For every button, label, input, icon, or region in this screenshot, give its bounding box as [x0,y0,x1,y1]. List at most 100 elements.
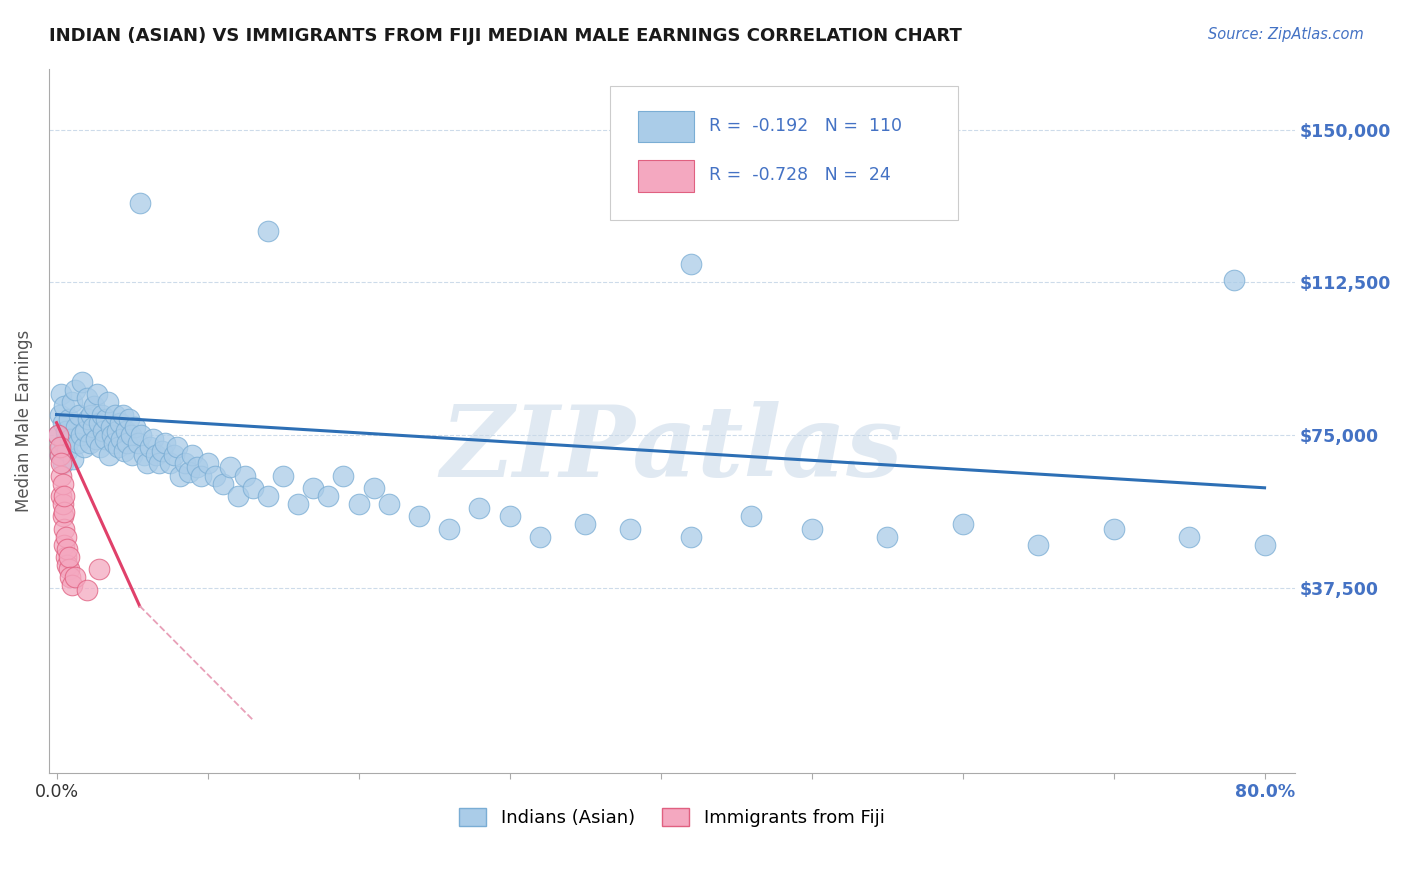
Point [226,489,249,503]
Point [142,432,165,446]
FancyBboxPatch shape [638,111,695,143]
Point [136,456,159,470]
Point [128,195,150,210]
Point [58,411,80,425]
Point [108,416,131,430]
Point [75,424,97,438]
Point [145,448,167,462]
Point [332,468,354,483]
Point [155,436,177,450]
Point [257,489,280,503]
Point [97,395,120,409]
Point [105,424,128,438]
Point [51,456,73,470]
Point [124,419,146,434]
Point [67,408,90,422]
Point [574,517,596,532]
Point [56,541,79,556]
Point [468,501,491,516]
Point [876,530,898,544]
Point [173,456,195,470]
Text: ZIPatlas: ZIPatlas [440,401,903,497]
Point [76,391,98,405]
Point [190,468,212,483]
Point [48,448,70,462]
Point [679,530,702,544]
Point [49,387,72,401]
Point [118,411,141,425]
Y-axis label: Median Male Earnings: Median Male Earnings [15,329,32,512]
Point [49,456,72,470]
Point [53,400,76,414]
Point [104,408,127,422]
Point [437,521,460,535]
Point [952,517,974,532]
Point [114,444,136,458]
Point [1102,521,1125,535]
Point [529,530,551,544]
Point [169,468,191,483]
Point [740,509,762,524]
Point [166,440,188,454]
FancyBboxPatch shape [610,87,959,220]
Point [73,440,96,454]
Point [179,465,201,479]
Point [51,416,73,430]
Point [103,436,125,450]
Point [55,549,77,564]
Point [56,558,79,573]
Point [148,456,170,470]
Point [197,456,219,470]
Point [63,383,86,397]
Text: R =  -0.728   N =  24: R = -0.728 N = 24 [709,166,891,184]
Point [86,387,108,401]
Point [59,570,82,584]
Point [53,538,76,552]
FancyBboxPatch shape [638,160,695,192]
Point [204,468,226,483]
Point [619,521,641,535]
Text: Source: ZipAtlas.com: Source: ZipAtlas.com [1208,27,1364,42]
Point [211,476,233,491]
Point [89,440,111,454]
Point [91,424,114,438]
Point [115,424,138,438]
Point [498,509,520,524]
Point [1253,538,1275,552]
Point [800,521,823,535]
Point [51,476,73,491]
Point [59,432,82,446]
Point [77,411,100,425]
Point [127,436,149,450]
Point [1223,273,1246,287]
Point [287,497,309,511]
Point [51,497,73,511]
Point [101,428,124,442]
Point [58,562,80,576]
Point [1026,538,1049,552]
Point [139,440,162,454]
Point [49,440,72,454]
Point [377,497,399,511]
Point [49,489,72,503]
Point [96,411,118,425]
Text: INDIAN (ASIAN) VS IMMIGRANTS FROM FIJI MEDIAN MALE EARNINGS CORRELATION CHART: INDIAN (ASIAN) VS IMMIGRANTS FROM FIJI M… [49,27,962,45]
Legend: Indians (Asian), Immigrants from Fiji: Indians (Asian), Immigrants from Fiji [453,800,891,834]
Point [55,530,77,544]
Point [186,460,208,475]
Point [132,448,155,462]
Point [233,468,256,483]
Point [84,432,107,446]
Point [121,448,143,462]
Point [82,419,104,434]
Point [94,432,117,446]
Point [347,497,370,511]
Point [87,562,110,576]
Point [120,428,142,442]
Point [80,408,103,422]
Point [117,436,139,450]
Point [90,408,112,422]
Point [271,468,294,483]
Text: R =  -0.192   N =  110: R = -0.192 N = 110 [709,117,903,135]
Point [79,436,101,450]
